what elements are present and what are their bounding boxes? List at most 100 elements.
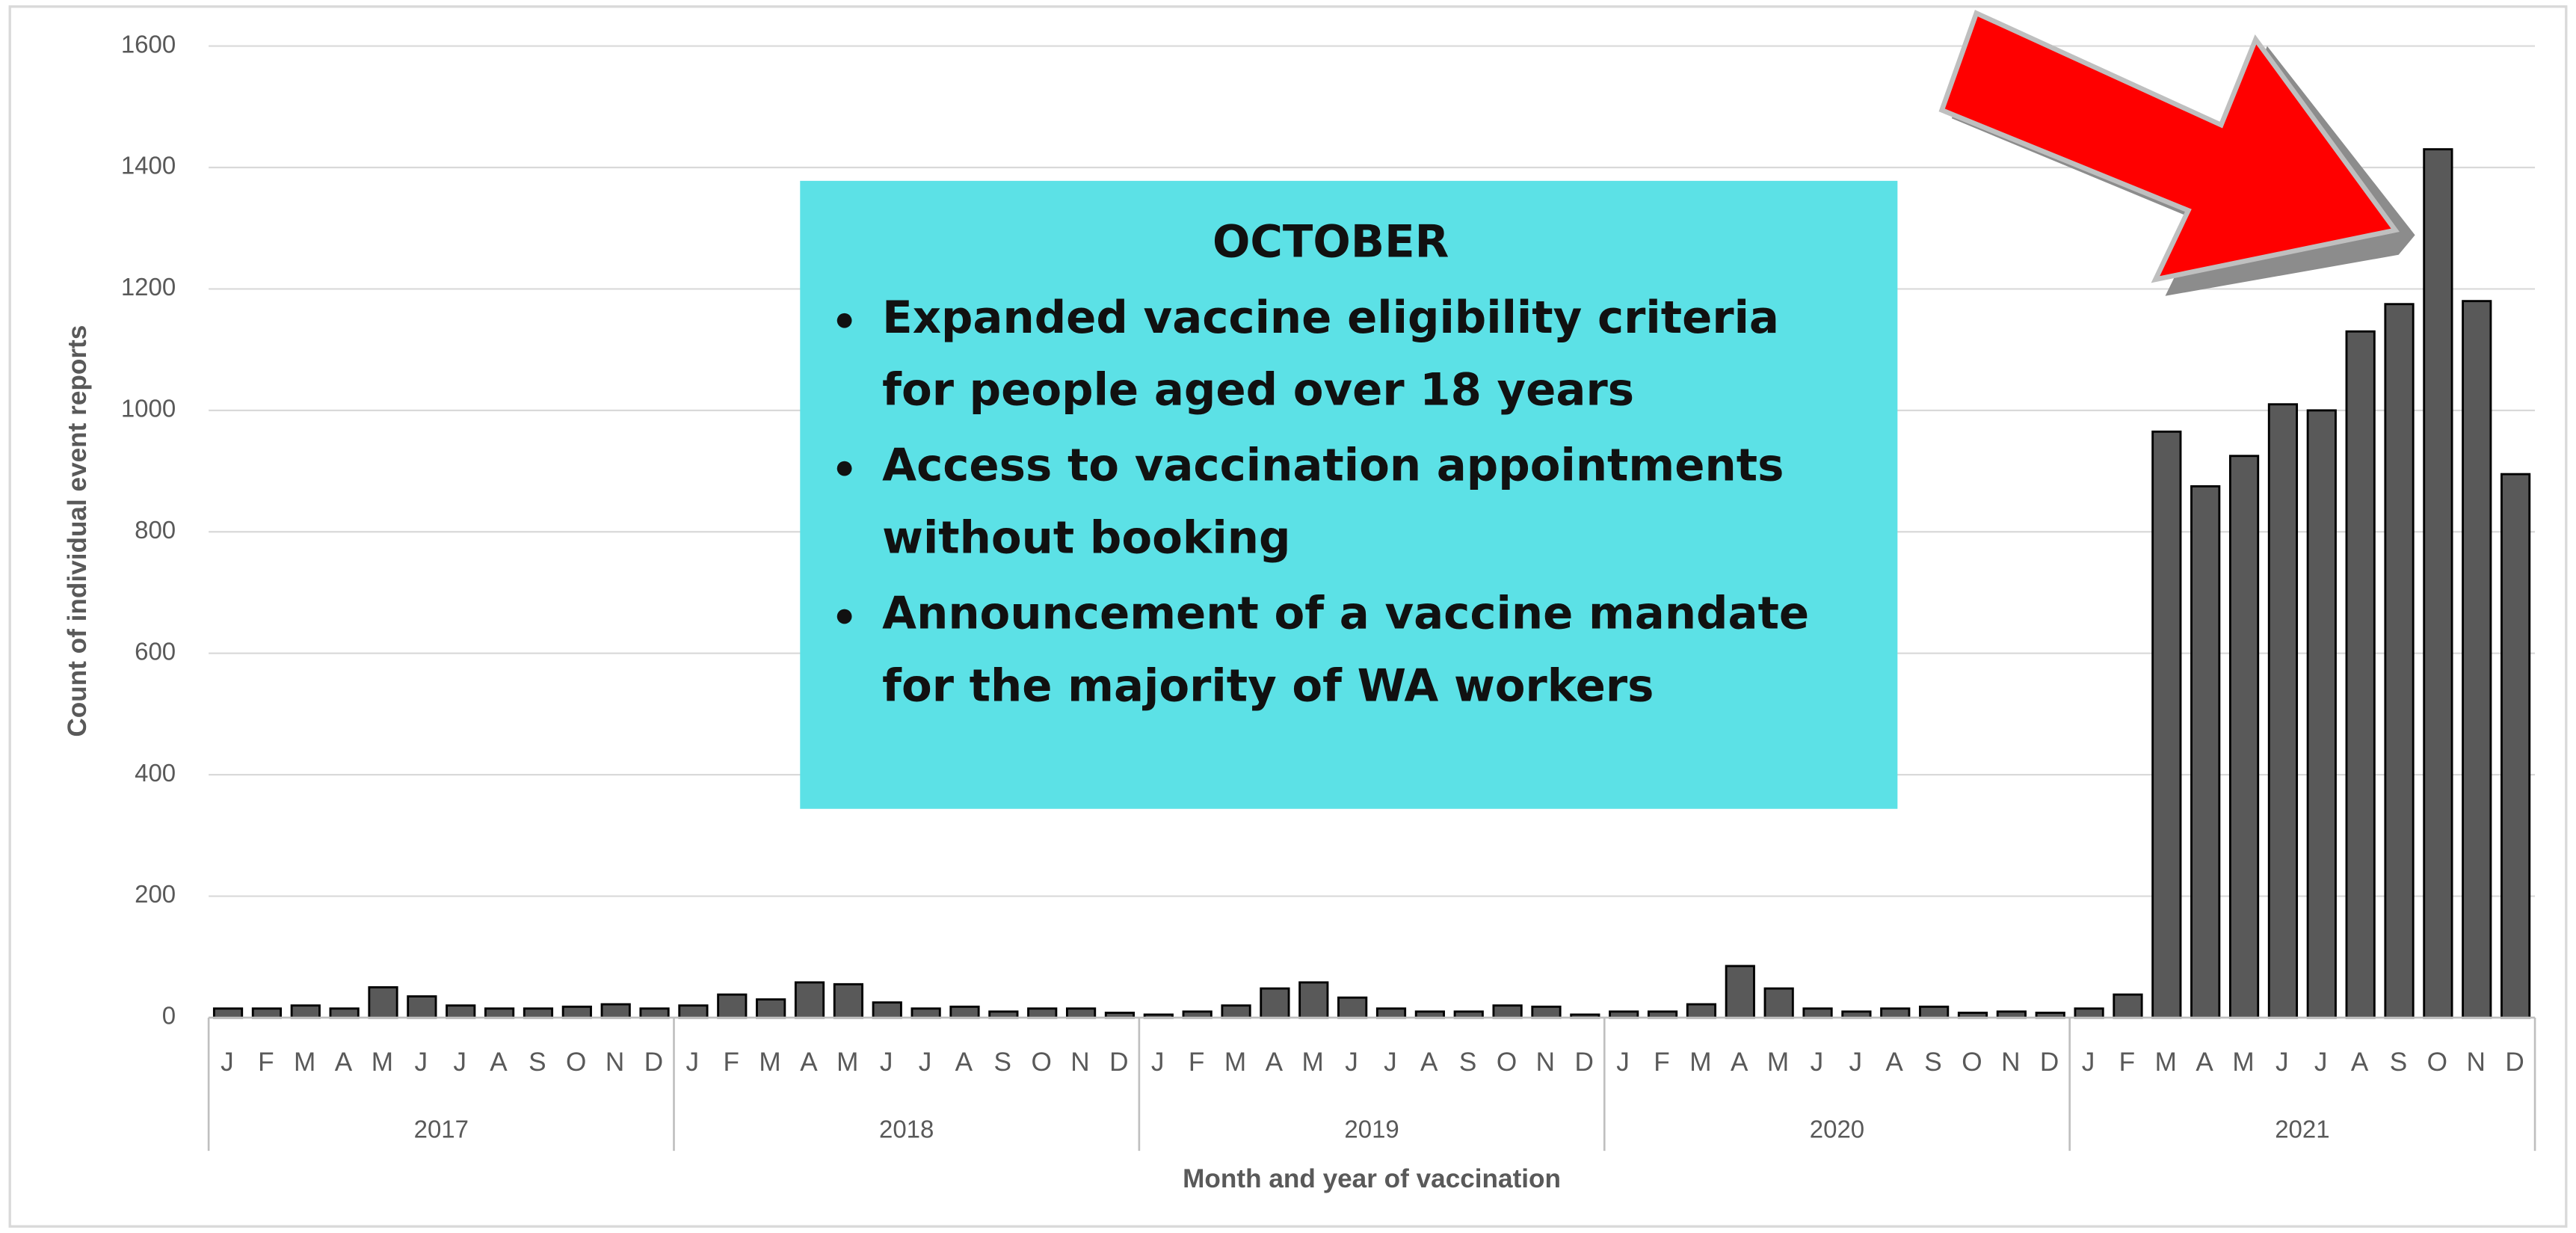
group-label: 2019: [1344, 1115, 1399, 1143]
bullet: [836, 461, 852, 476]
bar: [2151, 430, 2182, 1019]
bar: [2462, 300, 2492, 1019]
x-tick-label: N: [1536, 1048, 1557, 1077]
x-tick-label: F: [258, 1048, 276, 1077]
bar: [794, 981, 825, 1019]
bar: [639, 1007, 670, 1019]
bar: [484, 1007, 515, 1019]
bar: [949, 1005, 980, 1019]
x-tick-label: M: [836, 1048, 860, 1077]
x-tick-label: A: [2351, 1048, 2370, 1077]
y-tick-label: 1600: [121, 30, 176, 58]
bar: [1298, 981, 1329, 1019]
y-tick-label: 800: [135, 516, 176, 544]
bar: [446, 1004, 476, 1019]
x-tick-label: S: [1459, 1048, 1479, 1077]
bar: [600, 1003, 631, 1019]
x-tick-label: S: [529, 1048, 548, 1077]
x-tick-label: J: [1384, 1048, 1399, 1077]
x-tick-label: O: [1962, 1048, 1984, 1077]
bar: [2113, 993, 2143, 1019]
x-tick-label: M: [2155, 1048, 2178, 1077]
x-tick-label: M: [2232, 1048, 2255, 1077]
x-tick-label: N: [2466, 1048, 2487, 1077]
x-tick-label: J: [221, 1048, 235, 1077]
y-tick-label: 400: [135, 759, 176, 787]
bar: [2228, 455, 2260, 1019]
x-tick-label: D: [1109, 1048, 1130, 1077]
x-tick-label: A: [800, 1048, 819, 1077]
bar: [756, 998, 786, 1019]
x-tick-label: M: [1224, 1048, 1248, 1077]
x-tick-label: F: [1189, 1048, 1207, 1077]
x-tick-label: S: [994, 1048, 1014, 1077]
x-tick-label: J: [1849, 1048, 1864, 1077]
bar: [329, 1007, 360, 1019]
bar: [1492, 1004, 1523, 1019]
callout-line: for the majority of WA workers: [882, 659, 1654, 711]
bar: [212, 1007, 244, 1019]
x-tick-label: J: [2314, 1048, 2329, 1077]
callout-line: Announcement of a vaccine mandate: [882, 588, 1809, 639]
bar: [1221, 1004, 1251, 1019]
x-axis-title: Month and year of vaccination: [1183, 1164, 1561, 1193]
x-tick-label: D: [644, 1048, 665, 1077]
arrow: [1938, 10, 2415, 296]
x-tick-label: J: [880, 1048, 895, 1077]
callout-line: Access to vaccination appointments: [882, 440, 1784, 491]
x-tick-label: O: [566, 1048, 588, 1077]
y-tick-label: 0: [162, 1002, 176, 1030]
x-tick-label: M: [372, 1048, 395, 1077]
x-tick-label: F: [723, 1048, 741, 1077]
callout-line: without booking: [882, 511, 1290, 563]
x-tick-label: F: [2119, 1048, 2137, 1077]
bar: [1686, 1003, 1717, 1019]
bar: [678, 1004, 709, 1019]
bar: [407, 995, 437, 1019]
bar: [1260, 987, 1290, 1019]
x-tick-label: D: [2040, 1048, 2061, 1077]
y-tick-label: 1400: [121, 152, 176, 179]
x-tick-label: O: [1031, 1048, 1053, 1077]
x-tick-label: S: [1924, 1048, 1944, 1077]
bar: [833, 983, 863, 1019]
x-tick-label: S: [2390, 1048, 2409, 1077]
bar: [2500, 473, 2531, 1019]
group-label: 2020: [1810, 1115, 1864, 1143]
x-tick-label: D: [1575, 1048, 1596, 1077]
x-tick-label: F: [1654, 1048, 1671, 1077]
x-tick-label: J: [1345, 1048, 1360, 1077]
bar: [910, 1007, 941, 1019]
bar: [2190, 485, 2221, 1019]
callout-box: [800, 180, 1898, 809]
bar: [1880, 1007, 1911, 1019]
bar: [2306, 409, 2337, 1019]
x-tick-label: D: [2505, 1048, 2526, 1077]
x-tick-label: A: [955, 1048, 975, 1077]
arrow-body: [1938, 10, 2400, 283]
x-tick-label: M: [759, 1048, 782, 1077]
x-tick-label: J: [2082, 1048, 2097, 1077]
bar: [1919, 1005, 1950, 1019]
x-tick-label: J: [453, 1048, 468, 1077]
bullet: [836, 313, 852, 328]
callout-line: for people aged over 18 years: [882, 364, 1634, 416]
x-tick-label: A: [2196, 1048, 2215, 1077]
bar: [2423, 148, 2453, 1019]
x-tick-label: N: [2001, 1048, 2022, 1077]
bar: [1375, 1007, 1407, 1019]
x-tick-label: N: [606, 1048, 626, 1077]
y-tick-label: 1000: [121, 395, 176, 422]
x-tick-label: A: [1885, 1048, 1905, 1077]
bar: [1337, 996, 1368, 1019]
x-tick-label: M: [1689, 1048, 1713, 1077]
bar: [561, 1005, 592, 1019]
x-tick-label: A: [335, 1048, 354, 1077]
x-tick-label: J: [2275, 1048, 2290, 1077]
x-tick-label: J: [414, 1048, 429, 1077]
bar: [251, 1007, 283, 1019]
bar: [523, 1007, 554, 1019]
bar: [290, 1004, 321, 1019]
group-label: 2017: [414, 1115, 469, 1143]
